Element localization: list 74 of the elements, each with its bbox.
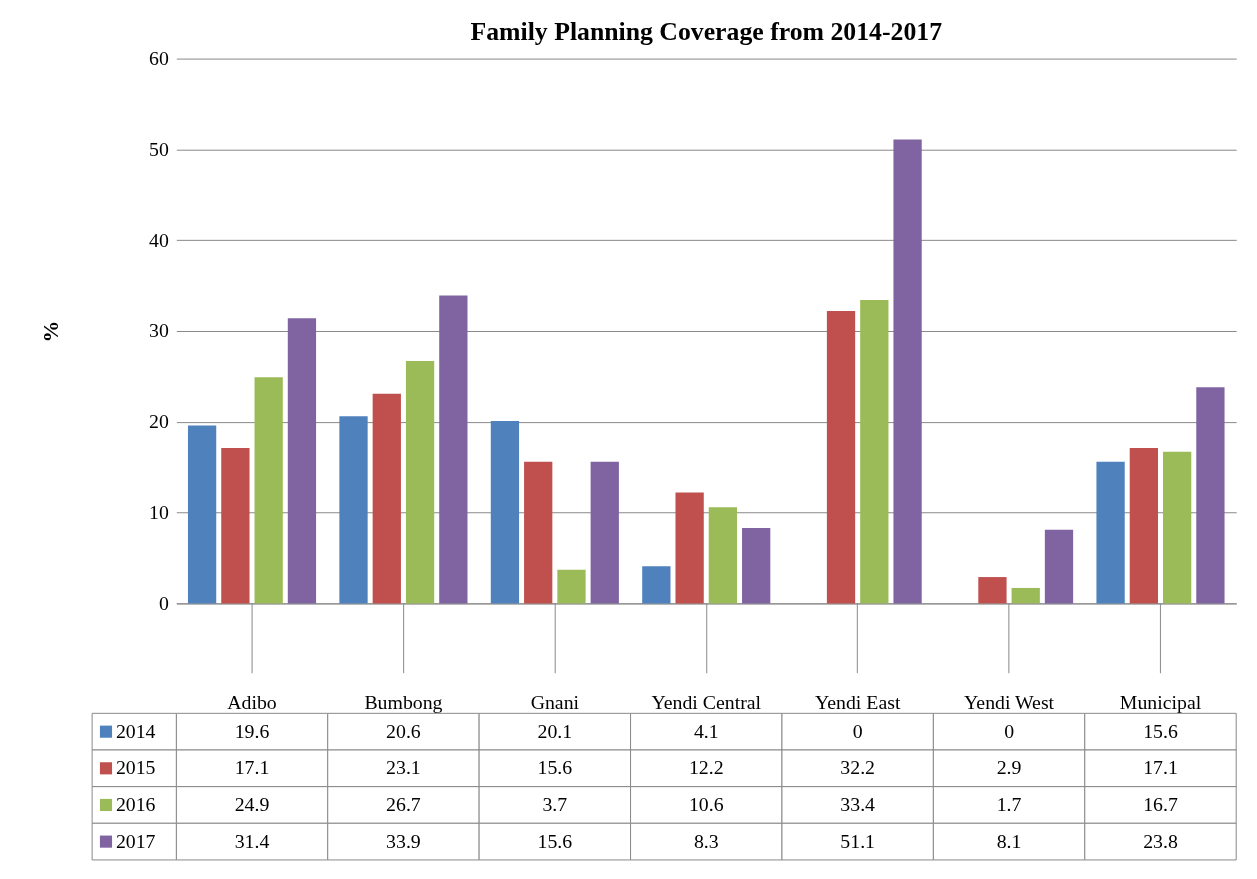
y-tick-label: 20 [149,410,169,433]
bar [287,318,317,604]
bar [1129,448,1158,604]
data-label: 10.6 [688,792,724,815]
bar [339,416,368,604]
data-label: 3.7 [542,792,568,815]
y-axis-title: % [38,320,63,343]
x-tick-label: Yendi East [814,690,901,713]
data-label: 16.7 [1143,792,1178,815]
y-tick-label: 30 [149,319,169,342]
data-label: 33.4 [840,792,876,815]
bar [1096,461,1125,604]
chart-title: Family Planning Coverage from 2014-2017 [470,16,943,46]
y-tick-label: 50 [149,137,169,160]
data-label: 32.2 [840,756,875,779]
bar [742,528,771,604]
bar [860,300,889,604]
data-label: 33.9 [386,829,421,852]
data-label: 8.1 [996,829,1022,852]
bar [1162,451,1192,604]
bar [221,448,250,604]
x-tick-label: Municipal [1119,690,1202,713]
data-label: 51.1 [840,829,875,852]
data-label: 17.1 [234,756,270,779]
data-label: 0 [1004,719,1015,742]
bar [524,461,553,604]
bar [590,461,619,604]
bar [439,295,468,604]
bar [1044,529,1074,604]
data-label: 4.1 [693,719,719,742]
data-label: 20.6 [386,719,421,742]
bar [490,420,520,604]
y-tick-label: 40 [149,228,169,251]
y-tick-label: 10 [149,501,169,524]
data-label: 15.6 [1143,719,1178,742]
bar [1196,387,1225,604]
legend-label: 2014 [115,719,156,742]
data-label: 15.6 [537,829,573,852]
x-tick-label: Adibo [227,690,277,713]
bar [187,425,217,604]
bar [893,139,922,604]
bar [642,566,671,604]
data-label: 31.4 [234,829,270,852]
data-label: 17.1 [1143,756,1178,779]
data-label: 24.9 [234,792,270,815]
bar [557,569,586,604]
data-label: 23.8 [1143,829,1178,852]
y-tick-label: 0 [158,591,169,614]
data-label: 2.9 [996,756,1022,779]
bar [708,507,738,604]
bar [1011,587,1040,604]
legend-label: 2017 [115,829,156,852]
bar [675,492,704,604]
bar [372,393,401,604]
data-label: 1.7 [996,792,1022,815]
y-tick-label: 60 [149,47,169,70]
bar [826,311,856,604]
data-label: 26.7 [386,792,421,815]
legend-label: 2016 [115,792,156,815]
legend-label: 2015 [115,756,156,779]
x-tick-label: Bumbong [364,690,443,713]
data-label: 15.6 [537,756,573,779]
data-label: 8.3 [693,829,719,852]
bar [254,377,283,604]
x-tick-label: Gnani [530,690,580,713]
bar [405,360,435,604]
data-label: 0 [852,719,863,742]
bar [978,577,1007,604]
x-tick-label: Yendi Central [651,690,762,713]
data-label: 12.2 [688,756,724,779]
x-tick-label: Yendi West [964,690,1055,713]
data-label: 20.1 [537,719,573,742]
data-label: 23.1 [386,756,421,779]
data-label: 19.6 [234,719,270,742]
